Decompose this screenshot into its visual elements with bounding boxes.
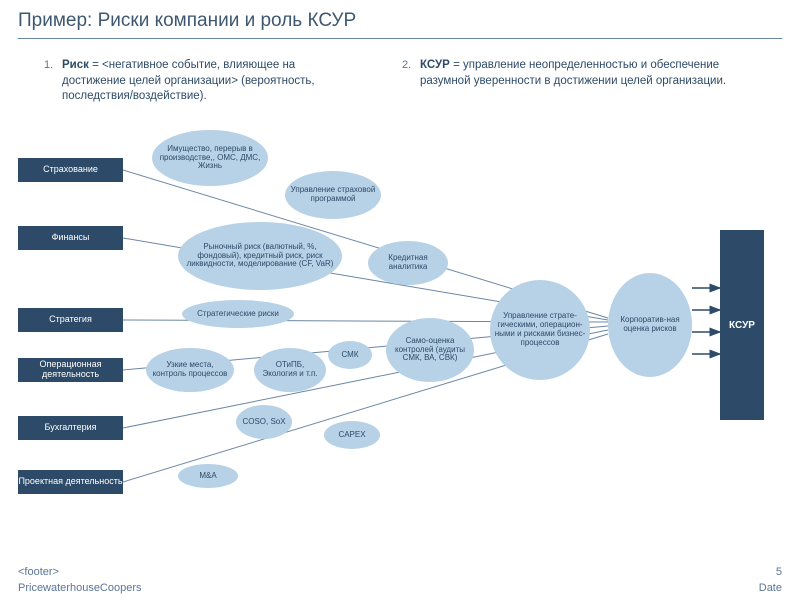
category-box: Операционная деятельность: [18, 358, 123, 382]
risk-bubble: COSO, SoX: [236, 405, 292, 439]
risk-bubble: CAPEX: [324, 421, 380, 449]
risk-bubble: M&A: [178, 464, 238, 488]
risk-bubble: Узкие места, контроль процессов: [146, 348, 234, 392]
risk-bubble: СМК: [328, 341, 372, 369]
risk-bubble: Корпоратив-ная оценка рисков: [608, 273, 692, 377]
page-title: Пример: Риски компании и роль КСУР: [18, 10, 356, 32]
title-rule: [18, 38, 782, 39]
risk-bubble: Управление страховой программой: [285, 171, 381, 219]
category-box: Финансы: [18, 226, 123, 250]
definition-text: = управление неопределенностью и обеспеч…: [420, 59, 726, 87]
category-box: Стратегия: [18, 308, 123, 332]
risk-bubble: Управление страте-гическими, операцион-н…: [490, 280, 590, 380]
definition-text: = <негативное событие, влияющее на дости…: [62, 59, 315, 102]
risk-bubble: Стратегические риски: [182, 300, 294, 328]
definition-ksur: 2. КСУР = управление неопределенностью и…: [420, 58, 740, 89]
category-box: Бухгалтерия: [18, 416, 123, 440]
footer-date: Date: [759, 582, 782, 594]
footer-brand: PricewaterhouseCoopers: [18, 582, 142, 594]
risk-bubble: Рыночный риск (валютный, %, фондовый), к…: [178, 222, 342, 290]
definition-num: 1.: [44, 58, 53, 73]
definition-label: Риск: [62, 59, 89, 71]
definition-label: КСУР: [420, 59, 450, 71]
category-box: Страхование: [18, 158, 123, 182]
footer-pagenum: 5: [776, 566, 782, 578]
category-box: Проектная деятельность: [18, 470, 123, 494]
ksur-target-box: КСУР: [720, 230, 764, 420]
risk-bubble: ОТиПБ, Экология и т.п.: [254, 348, 326, 392]
definition-num: 2.: [402, 58, 411, 73]
ksur-box-label: КСУР: [729, 320, 755, 331]
definition-risk: 1. Риск = <негативное событие, влияющее …: [62, 58, 352, 105]
risk-bubble: Кредитная аналитика: [368, 241, 448, 285]
footer-left: <footer>: [18, 566, 59, 578]
risk-bubble: Имущество, перерыв в производстве,, ОМС,…: [152, 130, 268, 186]
risk-bubble: Само-оценка контролей (аудиты СМК, ВА, С…: [386, 318, 474, 382]
